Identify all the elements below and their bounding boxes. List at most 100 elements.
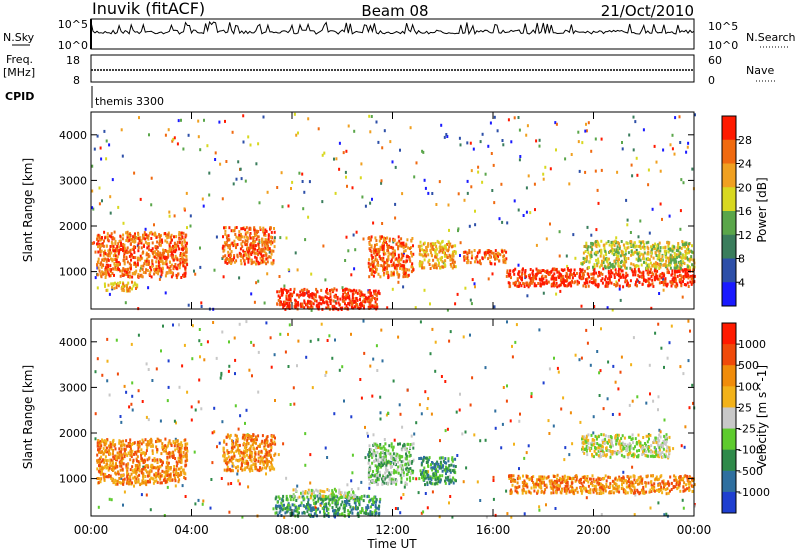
- data-cell: [179, 261, 182, 265]
- data-cell: [691, 250, 693, 254]
- data-cell: [424, 253, 426, 257]
- data-cell: [650, 249, 653, 253]
- data-cell: [123, 250, 126, 254]
- speckle-cell: [304, 238, 307, 242]
- data-cell: [148, 478, 151, 482]
- data-cell: [647, 252, 650, 256]
- data-cell: [583, 269, 586, 273]
- data-cell: [377, 261, 379, 264]
- data-cell: [251, 261, 254, 265]
- data-cell: [686, 271, 689, 275]
- data-cell: [142, 477, 145, 481]
- data-cell: [268, 255, 271, 259]
- data-cell: [246, 434, 249, 437]
- speckle-cell: [369, 130, 372, 134]
- data-cell: [291, 495, 294, 499]
- speckle-cell: [564, 157, 567, 161]
- data-cell: [118, 250, 121, 254]
- data-cell: [251, 251, 254, 255]
- data-cell: [265, 466, 268, 470]
- data-cell: [402, 271, 405, 275]
- data-cell: [658, 254, 661, 257]
- data-cell: [127, 444, 130, 448]
- speckle-cell: [619, 370, 622, 374]
- data-cell: [594, 240, 597, 244]
- data-cell: [154, 253, 157, 257]
- speckle-cell: [679, 209, 682, 213]
- data-cell: [615, 248, 618, 252]
- data-cell: [123, 449, 126, 453]
- speckle-cell: [191, 324, 194, 328]
- data-cell: [682, 256, 685, 260]
- data-cell: [665, 249, 668, 253]
- data-cell: [176, 447, 179, 450]
- data-cell: [176, 258, 179, 262]
- data-cell: [226, 236, 228, 240]
- data-cell: [314, 295, 317, 299]
- data-cell: [175, 243, 178, 247]
- speckle-cell: [649, 392, 651, 396]
- data-cell: [678, 255, 681, 259]
- speckle-cell: [620, 355, 623, 359]
- data-cell: [178, 478, 181, 482]
- data-cell: [618, 264, 621, 268]
- data-cell: [260, 457, 263, 461]
- data-cell: [102, 447, 105, 451]
- data-cell: [388, 237, 391, 241]
- data-cell: [592, 265, 594, 269]
- data-cell: [607, 240, 610, 243]
- data-cell: [468, 251, 471, 255]
- data-cell: [106, 288, 109, 292]
- data-cell: [641, 275, 644, 279]
- data-cell: [327, 304, 330, 308]
- data-cell: [687, 268, 690, 272]
- data-cell: [141, 267, 144, 271]
- data-cell: [635, 244, 638, 248]
- data-cell: [666, 264, 669, 268]
- speckle-cell: [446, 427, 449, 431]
- data-cell: [550, 284, 553, 288]
- speckle-cell: [422, 510, 425, 514]
- data-cell: [686, 251, 689, 255]
- data-cell: [659, 249, 662, 253]
- data-cell: [262, 226, 265, 230]
- data-cell: [329, 295, 332, 299]
- data-cell: [123, 269, 126, 273]
- data-cell: [650, 274, 653, 278]
- data-cell: [692, 275, 695, 279]
- data-cell: [559, 283, 562, 287]
- speckle-cell: [249, 143, 252, 147]
- data-cell: [147, 259, 150, 263]
- data-cell: [281, 303, 284, 307]
- data-cell: [585, 241, 588, 245]
- data-cell: [679, 280, 682, 284]
- data-cell: [167, 461, 170, 465]
- data-cell: [647, 273, 650, 277]
- speckle-cell: [518, 419, 521, 423]
- speckle-cell: [493, 305, 496, 309]
- speckle-cell: [506, 512, 509, 516]
- speckle-cell: [359, 378, 362, 381]
- speckle-cell: [279, 332, 282, 336]
- data-cell: [625, 260, 628, 264]
- speckle-cell: [447, 459, 450, 463]
- speckle-cell: [193, 450, 196, 454]
- data-cell: [453, 250, 456, 253]
- data-cell: [161, 447, 164, 451]
- speckle-cell: [219, 376, 222, 380]
- speckle-cell: [671, 147, 674, 151]
- data-cell: [310, 304, 313, 308]
- data-cell: [230, 450, 233, 454]
- data-cell: [254, 244, 257, 248]
- nsky-label: N.Sky: [3, 31, 35, 44]
- speckle-cell: [542, 177, 545, 181]
- data-cell: [103, 466, 106, 470]
- data-cell: [223, 453, 226, 457]
- data-cell: [232, 244, 235, 248]
- data-cell: [401, 267, 404, 271]
- speckle-cell: [642, 128, 645, 132]
- data-cell: [312, 302, 315, 306]
- data-cell: [184, 240, 186, 244]
- data-cell: [610, 263, 613, 267]
- data-cell: [308, 295, 311, 299]
